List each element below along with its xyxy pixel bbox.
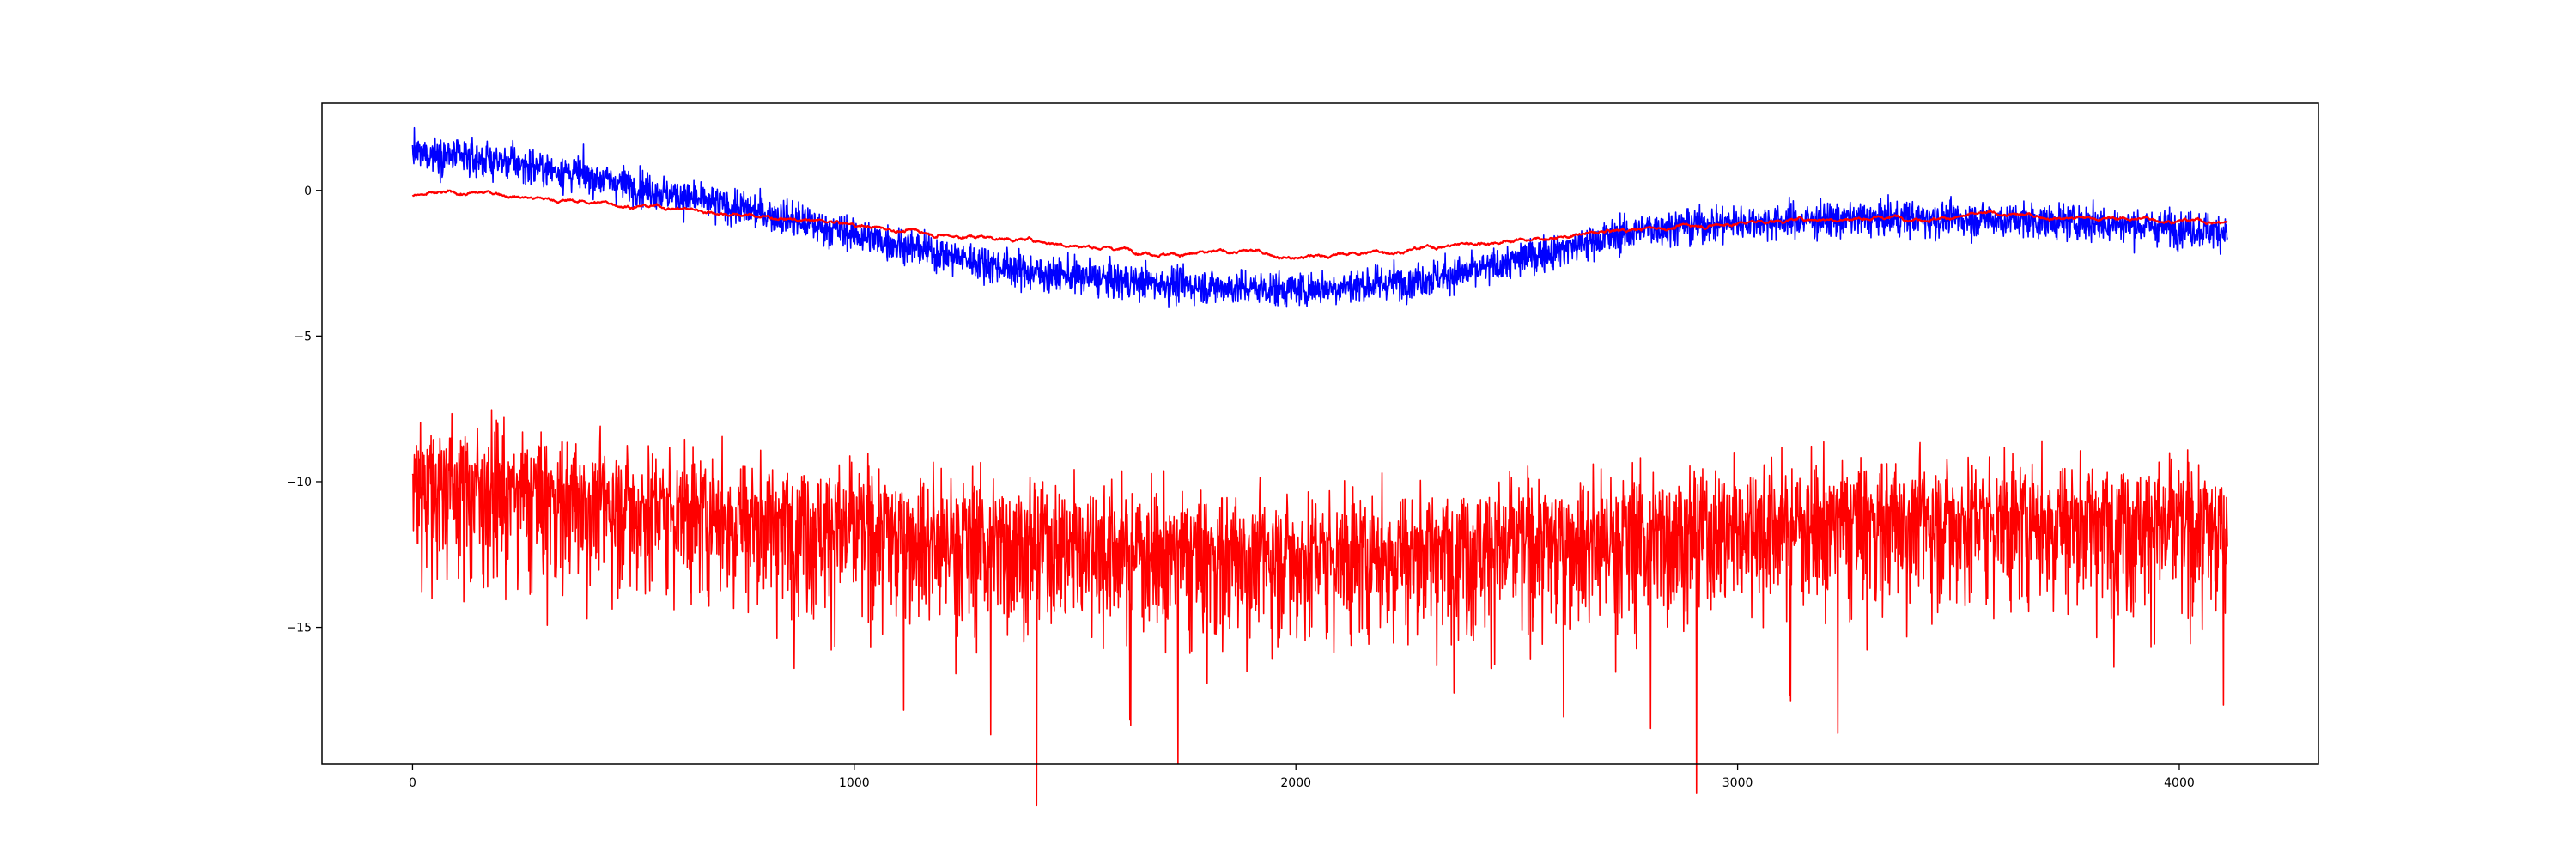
y-tick-label: −5 (294, 330, 312, 343)
y-tick-label: 0 (304, 185, 312, 198)
x-tick-label: 3000 (1722, 776, 1753, 790)
x-tick-label: 2000 (1280, 776, 1311, 790)
y-tick-label: −10 (286, 476, 312, 489)
series-line-2 (411, 189, 2228, 260)
y-tick-label: −15 (286, 622, 312, 635)
x-tick-label: 1000 (839, 776, 870, 790)
x-tick-label: 4000 (2164, 776, 2195, 790)
plot-frame (321, 102, 2319, 765)
x-tick-label: 0 (409, 776, 416, 790)
series-line-3 (411, 409, 2228, 807)
